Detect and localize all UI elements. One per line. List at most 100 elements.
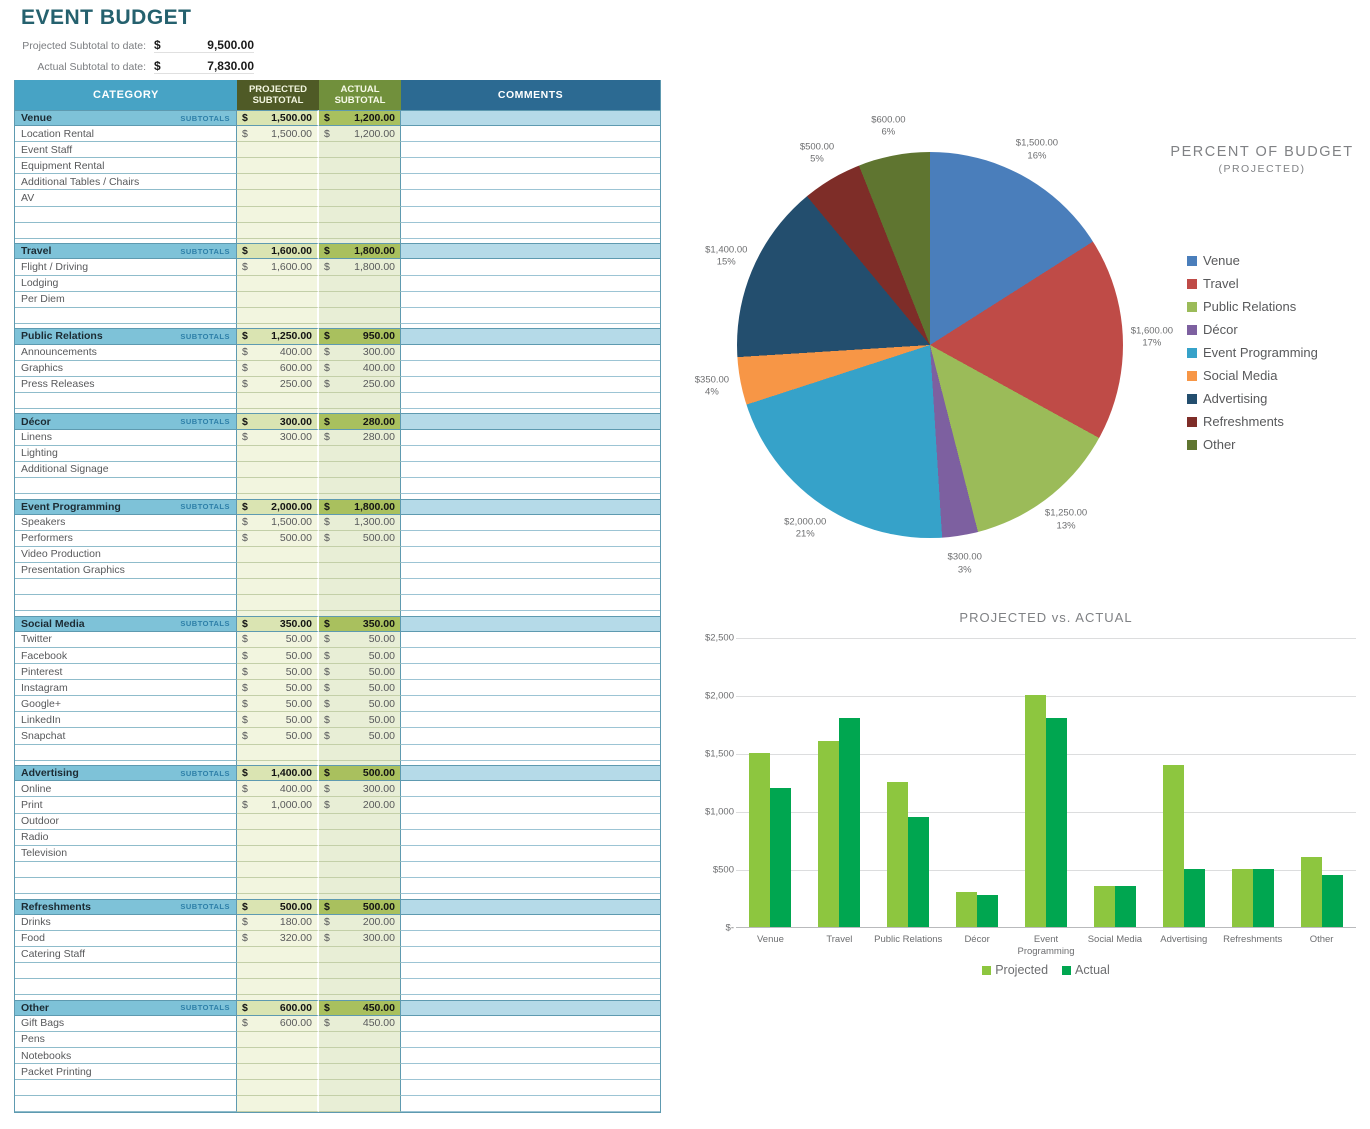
item-actual-cell[interactable]	[319, 392, 401, 409]
projected-bar[interactable]	[749, 753, 771, 927]
item-projected-cell[interactable]: $180.00	[237, 914, 319, 931]
item-projected-cell[interactable]	[237, 1096, 319, 1113]
item-comments-cell[interactable]	[401, 1031, 660, 1048]
item-label-cell[interactable]: Announcements	[15, 344, 237, 361]
item-label-cell[interactable]: Press Releases	[15, 376, 237, 393]
item-label-cell[interactable]: Drinks	[15, 914, 237, 931]
item-comments-cell[interactable]	[401, 914, 660, 931]
item-actual-cell[interactable]: $50.00	[319, 631, 401, 648]
bar-chart-plot[interactable]	[736, 638, 1356, 928]
item-label-cell[interactable]	[15, 962, 237, 980]
projected-bar[interactable]	[1231, 869, 1253, 927]
item-comments-cell[interactable]	[401, 530, 660, 547]
projected-bar[interactable]	[1162, 764, 1184, 927]
pie-legend-item[interactable]: Public Relations	[1187, 295, 1318, 318]
item-actual-cell[interactable]	[319, 829, 401, 846]
item-actual-cell[interactable]	[319, 142, 401, 159]
item-actual-cell[interactable]: $1,200.00	[319, 126, 401, 143]
item-label-cell[interactable]: Event Staff	[15, 142, 237, 159]
item-comments-cell[interactable]	[401, 142, 660, 159]
item-actual-cell[interactable]	[319, 546, 401, 563]
section-actual-subtotal-cell[interactable]: $350.00	[319, 615, 401, 632]
item-projected-cell[interactable]	[237, 477, 319, 494]
item-label-cell[interactable]	[15, 1080, 237, 1097]
item-actual-cell[interactable]	[319, 813, 401, 830]
item-actual-cell[interactable]	[319, 291, 401, 308]
item-label-cell[interactable]	[15, 1096, 237, 1113]
item-comments-cell[interactable]	[401, 1064, 660, 1081]
item-comments-cell[interactable]	[401, 781, 660, 798]
actual-bar[interactable]	[1046, 718, 1067, 927]
item-label-cell[interactable]: Performers	[15, 530, 237, 547]
item-actual-cell[interactable]: $200.00	[319, 914, 401, 931]
projected-bar[interactable]	[1025, 695, 1046, 927]
item-label-cell[interactable]: AV	[15, 190, 237, 207]
item-label-cell[interactable]: Location Rental	[15, 126, 237, 143]
item-comments-cell[interactable]	[401, 680, 660, 697]
item-label-cell[interactable]: Presentation Graphics	[15, 562, 237, 579]
section-projected-subtotal-cell[interactable]: $1,500.00	[237, 110, 319, 127]
pie-legend-item[interactable]: Event Programming	[1187, 341, 1318, 364]
item-label-cell[interactable]	[15, 595, 237, 612]
item-actual-cell[interactable]	[319, 477, 401, 494]
item-comments-cell[interactable]	[401, 1048, 660, 1065]
pie-legend-item[interactable]: Décor	[1187, 318, 1318, 341]
section-name-cell[interactable]: Travel SUBTOTALS	[15, 243, 237, 260]
item-comments-cell[interactable]	[401, 307, 660, 324]
pie-legend-item[interactable]: Travel	[1187, 272, 1318, 295]
section-actual-subtotal-cell[interactable]: $1,200.00	[319, 110, 401, 127]
item-projected-cell[interactable]: $400.00	[237, 781, 319, 798]
item-projected-cell[interactable]	[237, 562, 319, 579]
item-actual-cell[interactable]: $50.00	[319, 712, 401, 729]
item-actual-cell[interactable]	[319, 461, 401, 478]
item-label-cell[interactable]	[15, 222, 237, 239]
item-label-cell[interactable]: Linens	[15, 429, 237, 446]
item-label-cell[interactable]: Additional Tables / Chairs	[15, 174, 237, 191]
item-comments-cell[interactable]	[401, 829, 660, 846]
item-projected-cell[interactable]	[237, 946, 319, 963]
item-projected-cell[interactable]: $1,500.00	[237, 126, 319, 143]
item-actual-cell[interactable]	[319, 744, 401, 761]
item-comments-cell[interactable]	[401, 579, 660, 596]
item-actual-cell[interactable]	[319, 861, 401, 878]
item-comments-cell[interactable]	[401, 728, 660, 745]
section-name-cell[interactable]: Event Programming SUBTOTALS	[15, 498, 237, 515]
pie-legend-item[interactable]: Advertising	[1187, 387, 1318, 410]
item-comments-cell[interactable]	[401, 1015, 660, 1032]
item-projected-cell[interactable]: $250.00	[237, 376, 319, 393]
item-actual-cell[interactable]: $50.00	[319, 728, 401, 745]
item-projected-cell[interactable]	[237, 546, 319, 563]
item-comments-cell[interactable]	[401, 291, 660, 308]
column-header-actual[interactable]: ACTUAL SUBTOTAL	[319, 80, 401, 110]
item-actual-cell[interactable]: $1,300.00	[319, 514, 401, 531]
projected-bar[interactable]	[818, 741, 840, 927]
item-projected-cell[interactable]	[237, 1048, 319, 1065]
section-projected-subtotal-cell[interactable]: $1,250.00	[237, 328, 319, 345]
section-actual-subtotal-cell[interactable]: $950.00	[319, 328, 401, 345]
projected-bar[interactable]	[1093, 886, 1115, 927]
item-projected-cell[interactable]	[237, 829, 319, 846]
item-comments-cell[interactable]	[401, 259, 660, 276]
section-projected-subtotal-cell[interactable]: $1,400.00	[237, 765, 319, 782]
item-projected-cell[interactable]	[237, 979, 319, 996]
actual-bar[interactable]	[908, 816, 930, 927]
pie-legend-item[interactable]: Social Media	[1187, 364, 1318, 387]
actual-bar[interactable]	[1114, 886, 1136, 927]
item-comments-cell[interactable]	[401, 877, 660, 894]
section-comments-cell[interactable]	[401, 498, 660, 515]
item-projected-cell[interactable]	[237, 275, 319, 292]
item-projected-cell[interactable]: $1,600.00	[237, 259, 319, 276]
item-projected-cell[interactable]	[237, 877, 319, 894]
item-actual-cell[interactable]	[319, 562, 401, 579]
item-comments-cell[interactable]	[401, 744, 660, 761]
actual-bar[interactable]	[839, 718, 861, 927]
item-comments-cell[interactable]	[401, 190, 660, 207]
item-comments-cell[interactable]	[401, 275, 660, 292]
item-label-cell[interactable]: Radio	[15, 829, 237, 846]
item-comments-cell[interactable]	[401, 562, 660, 579]
projected-bar[interactable]	[1300, 857, 1322, 927]
section-comments-cell[interactable]	[401, 765, 660, 782]
item-label-cell[interactable]: Google+	[15, 696, 237, 713]
item-projected-cell[interactable]: $1,500.00	[237, 514, 319, 531]
item-actual-cell[interactable]	[319, 445, 401, 462]
